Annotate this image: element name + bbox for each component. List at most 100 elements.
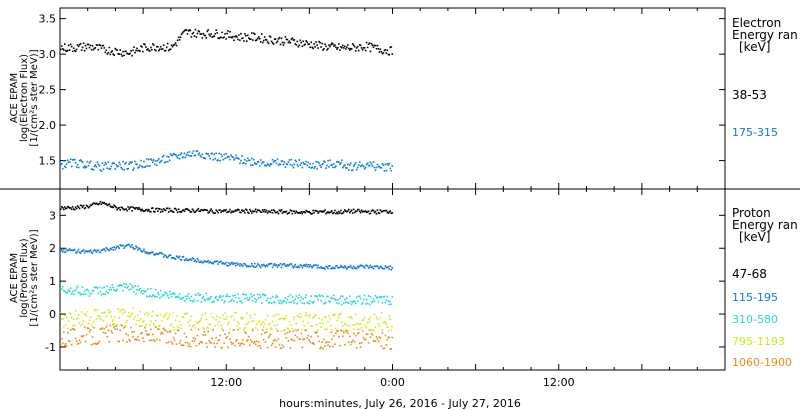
data-point <box>180 33 183 36</box>
data-point <box>163 254 166 256</box>
data-point <box>229 30 231 33</box>
data-point <box>296 40 299 43</box>
data-point <box>96 309 99 312</box>
data-point <box>68 49 71 51</box>
data-point <box>218 152 220 155</box>
data-point <box>66 159 69 162</box>
data-point <box>286 327 289 330</box>
data-point <box>258 320 261 322</box>
data-point <box>298 44 301 47</box>
data-point <box>333 335 335 337</box>
data-point <box>167 255 170 257</box>
data-point <box>142 50 144 53</box>
data-point <box>197 320 200 323</box>
y-tick-label: 1.5 <box>39 155 57 168</box>
data-point <box>326 266 328 268</box>
data-point <box>187 259 190 262</box>
data-point <box>363 167 366 170</box>
data-point <box>310 265 312 268</box>
data-point <box>233 39 235 42</box>
data-point <box>348 266 350 268</box>
data-point <box>89 292 92 295</box>
data-point <box>382 267 385 270</box>
data-point <box>98 286 101 289</box>
data-point <box>331 164 333 166</box>
data-point <box>251 295 253 298</box>
data-point <box>103 47 106 49</box>
data-point <box>350 209 353 212</box>
data-point <box>317 299 319 301</box>
data-point <box>61 206 63 208</box>
data-point <box>131 331 133 333</box>
data-point <box>370 301 373 304</box>
data-point <box>113 54 115 57</box>
data-point <box>358 342 361 345</box>
data-point <box>178 342 181 344</box>
data-point <box>208 323 210 326</box>
data-point <box>253 158 255 161</box>
data-point <box>312 47 314 50</box>
data-point <box>222 37 224 39</box>
data-point <box>151 207 153 210</box>
data-point <box>302 211 304 213</box>
data-point <box>277 338 280 340</box>
data-point <box>60 311 62 314</box>
data-point <box>333 314 335 317</box>
data-point <box>181 156 184 159</box>
data-point <box>271 266 274 269</box>
data-point <box>248 159 250 162</box>
data-point <box>289 263 292 265</box>
data-point <box>204 260 207 263</box>
data-point <box>336 319 338 322</box>
data-point <box>183 210 186 212</box>
data-point <box>187 154 190 157</box>
data-point <box>299 164 302 166</box>
data-point <box>192 258 195 260</box>
data-point <box>207 327 209 329</box>
data-point <box>190 36 193 38</box>
data-point <box>208 33 210 36</box>
data-point <box>120 244 122 247</box>
data-point <box>127 315 129 317</box>
data-point <box>388 315 391 317</box>
data-point <box>332 43 334 45</box>
data-point <box>82 293 85 296</box>
data-point <box>308 302 310 305</box>
data-point <box>238 34 240 36</box>
data-point <box>89 249 92 251</box>
data-point <box>193 154 196 157</box>
data-point <box>238 297 240 299</box>
data-point <box>219 261 221 263</box>
data-point <box>288 211 291 214</box>
data-point <box>340 312 342 315</box>
data-point <box>102 331 105 334</box>
data-point <box>198 320 201 323</box>
data-point <box>328 166 330 168</box>
data-point <box>85 289 88 291</box>
data-point <box>68 161 71 163</box>
data-point <box>169 330 172 332</box>
data-point <box>204 34 207 37</box>
data-point <box>92 321 95 323</box>
data-point <box>215 319 217 321</box>
data-point <box>377 340 380 343</box>
data-point <box>234 36 236 38</box>
data-point <box>378 295 381 298</box>
data-point <box>62 206 64 209</box>
data-point <box>357 295 360 298</box>
data-point <box>72 293 75 296</box>
data-point <box>369 264 372 267</box>
data-point <box>233 329 235 331</box>
data-point <box>309 162 311 165</box>
data-point <box>159 160 162 163</box>
data-point <box>350 317 353 320</box>
data-point <box>179 339 182 342</box>
data-point <box>94 47 97 49</box>
data-point <box>202 334 205 336</box>
data-point <box>239 39 241 42</box>
data-point <box>384 209 387 212</box>
data-point <box>331 210 333 212</box>
data-point <box>354 313 357 316</box>
data-point <box>82 42 85 45</box>
data-point <box>115 290 117 292</box>
